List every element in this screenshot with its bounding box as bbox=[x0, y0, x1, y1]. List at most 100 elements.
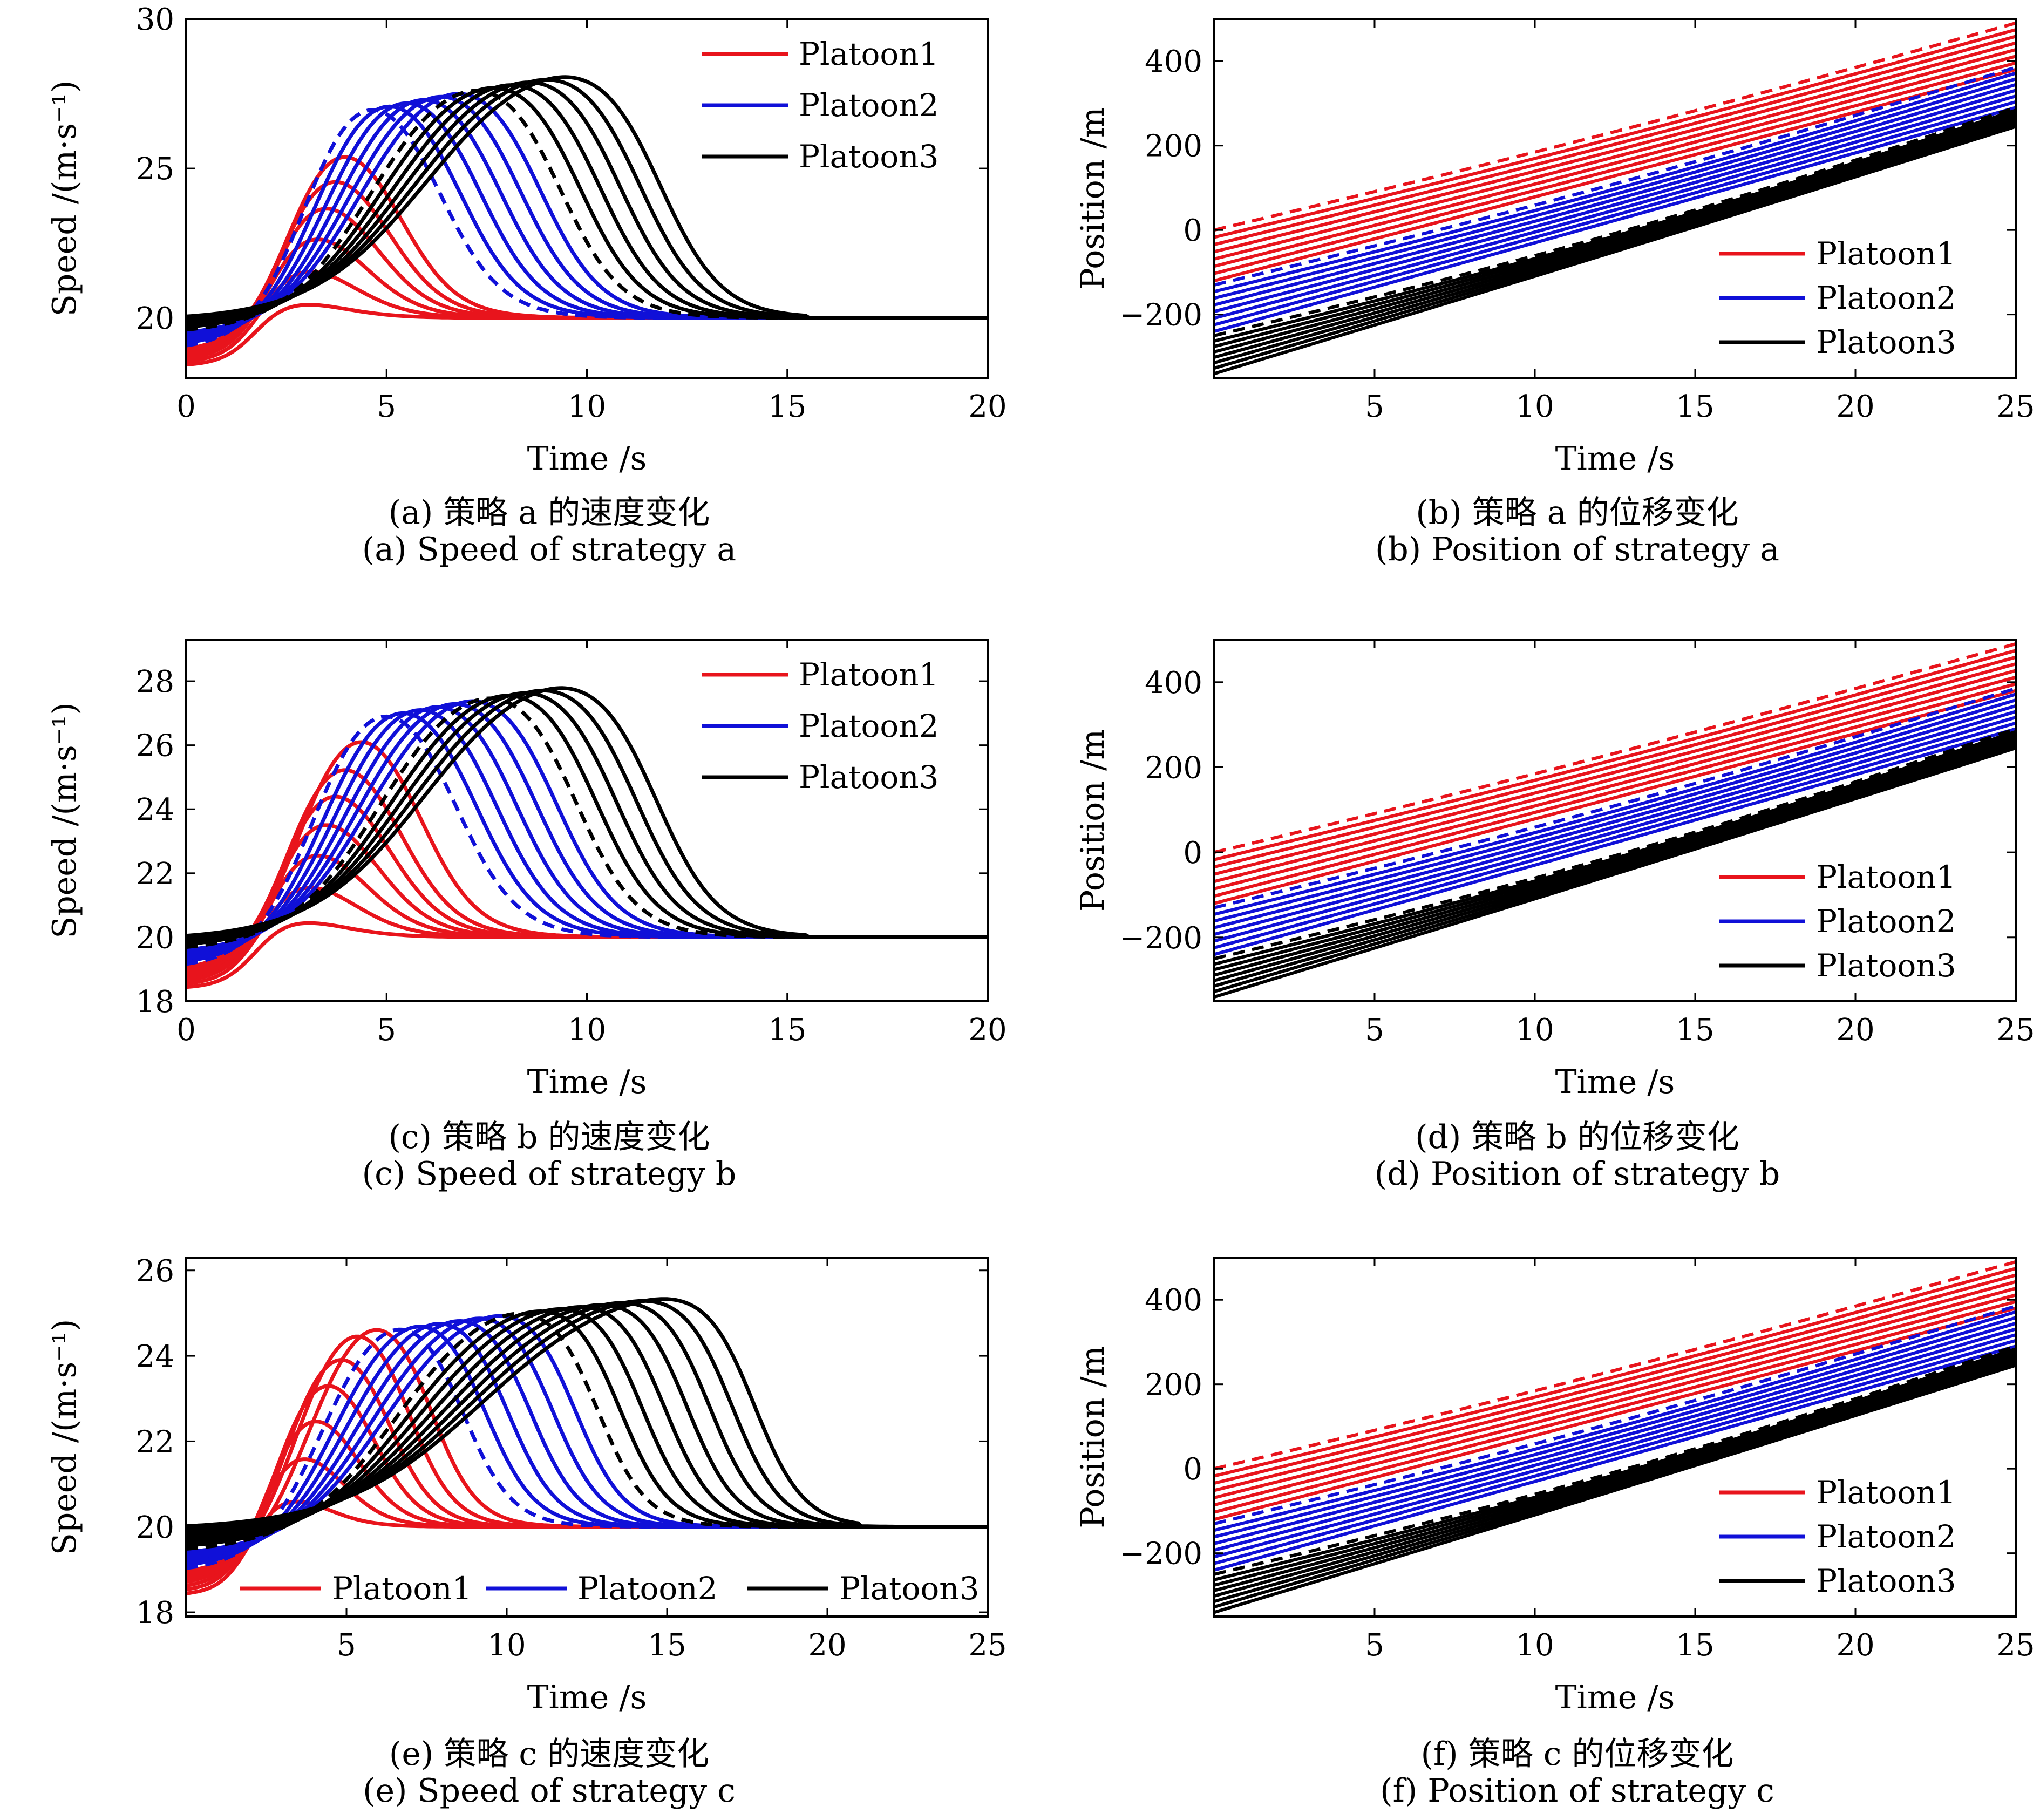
legend-label-platoon2: Platoon2 bbox=[1816, 280, 1956, 316]
plot-area-d bbox=[1214, 642, 2016, 999]
series-line-platoon3 bbox=[1214, 746, 2016, 999]
series-line-platoon1 bbox=[1214, 649, 2016, 861]
series-line-platoon3 bbox=[1214, 108, 2016, 343]
series-line-platoon1 bbox=[1214, 41, 2016, 254]
series-line-platoon1 bbox=[1214, 61, 2016, 275]
series-line-platoon1 bbox=[1214, 35, 2016, 246]
y-tick-label: 20 bbox=[136, 920, 174, 955]
caption-en: (a) Speed of strategy a bbox=[362, 531, 736, 568]
series-line-platoon1 bbox=[1214, 682, 2016, 898]
y-tick-label: −200 bbox=[1119, 298, 1202, 333]
x-axis-label: Time /s bbox=[527, 440, 647, 478]
y-tick-label: 0 bbox=[1183, 1452, 1202, 1487]
x-axis-label: Time /s bbox=[527, 1679, 647, 1716]
x-tick-label: 10 bbox=[1515, 1628, 1554, 1663]
legend-label-platoon2: Platoon2 bbox=[1816, 1518, 1956, 1555]
caption-cn: (d) 策略 b 的位移变化 bbox=[1415, 1118, 1739, 1156]
plot-area-a bbox=[186, 75, 988, 366]
legend-label-platoon3: Platoon3 bbox=[1816, 947, 1956, 984]
series-line-platoon1 bbox=[1214, 1280, 2016, 1492]
panel-f: 5 10 15 20 25 −200 0 200 400 Time /s Position /m Pl… bbox=[1074, 1257, 2035, 1810]
x-tick-label: 20 bbox=[968, 389, 1007, 424]
caption-cn: (c) 策略 b 的速度变化 bbox=[388, 1118, 710, 1156]
axes-frame bbox=[1213, 1257, 2017, 1618]
series-line-platoon1 bbox=[1214, 1306, 2016, 1522]
series-line-platoon1 bbox=[1214, 1300, 2016, 1514]
y-axis-label: Position /m bbox=[1074, 1346, 1112, 1528]
series-line-platoon2 bbox=[1214, 710, 2016, 936]
legend-label-platoon2: Platoon2 bbox=[799, 87, 939, 124]
series-line-platoon2 bbox=[186, 1325, 988, 1567]
legend-label-platoon3: Platoon3 bbox=[799, 759, 939, 796]
panel-a: 0 5 10 15 20 20 25 30 Time /s Speed /(m·s⁻¹) Plato… bbox=[46, 2, 1007, 568]
series-line-platoon2 bbox=[1214, 1339, 2016, 1565]
plot-area-b bbox=[1214, 21, 2016, 376]
panel-b: 5 10 15 20 25 −200 0 200 400 Time /s Position /m Pl… bbox=[1074, 18, 2035, 568]
x-tick-label: 10 bbox=[568, 389, 606, 424]
plot-area-c bbox=[186, 686, 988, 989]
x-tick-label: 10 bbox=[1515, 1013, 1554, 1048]
series-line-platoon1 bbox=[1214, 675, 2016, 891]
series-line-platoon3 bbox=[186, 686, 988, 939]
axes-frame bbox=[1213, 18, 2017, 379]
legend-label-platoon3: Platoon3 bbox=[1816, 1563, 1956, 1599]
x-tick-label: 10 bbox=[487, 1628, 526, 1663]
x-tick-label: 15 bbox=[1676, 1013, 1714, 1048]
y-tick-label: 0 bbox=[1183, 836, 1202, 871]
x-tick-label: 15 bbox=[768, 389, 806, 424]
legend-label-platoon1: Platoon1 bbox=[332, 1570, 472, 1607]
series-line-platoon3 bbox=[1214, 1344, 2016, 1576]
y-tick-label: 18 bbox=[136, 984, 174, 1020]
series-line-platoon2 bbox=[186, 1327, 988, 1570]
series-line-platoon2 bbox=[1214, 66, 2016, 287]
series-line-platoon1 bbox=[1214, 1293, 2016, 1507]
series-line-platoon2 bbox=[1214, 687, 2016, 909]
series-line-platoon2 bbox=[186, 92, 988, 335]
series-line-platoon2 bbox=[1214, 83, 2016, 307]
x-tick-label: 20 bbox=[1836, 389, 1874, 424]
series-line-platoon3 bbox=[1214, 106, 2016, 337]
legend-label-platoon1: Platoon1 bbox=[1816, 235, 1956, 272]
caption-en: (d) Position of strategy b bbox=[1375, 1155, 1780, 1193]
series-line-platoon2 bbox=[1214, 106, 2016, 333]
y-tick-label: 400 bbox=[1145, 44, 1202, 79]
legend: Platoon1 Platoon2 Platoon3 bbox=[1719, 1474, 1956, 1599]
series-line-platoon3 bbox=[1214, 1361, 2016, 1608]
caption-cn: (e) 策略 c 的速度变化 bbox=[389, 1735, 709, 1773]
x-tick-label: 15 bbox=[648, 1628, 686, 1663]
caption-en: (b) Position of strategy a bbox=[1375, 531, 1779, 568]
series-line-platoon2 bbox=[1214, 71, 2016, 294]
series-line-platoon2 bbox=[1214, 704, 2016, 929]
series-line-platoon1 bbox=[186, 1358, 988, 1580]
series-line-platoon1 bbox=[1214, 689, 2016, 905]
series-line-platoon1 bbox=[186, 1328, 988, 1573]
series-line-platoon3 bbox=[1214, 738, 2016, 982]
x-tick-label: 5 bbox=[1365, 389, 1384, 424]
legend-label-platoon2: Platoon2 bbox=[577, 1570, 718, 1607]
y-tick-label: 200 bbox=[1145, 129, 1202, 164]
plot-area-f bbox=[1214, 1260, 2016, 1614]
x-tick-label: 15 bbox=[1676, 389, 1714, 424]
legend-label-platoon1: Platoon1 bbox=[1816, 1474, 1956, 1511]
legend: Platoon1 Platoon2 Platoon3 bbox=[1719, 859, 1956, 984]
axes-frame bbox=[1213, 639, 2017, 1002]
series-line-platoon3 bbox=[186, 1312, 988, 1551]
y-axis-label: Speed /(m·s⁻¹) bbox=[46, 80, 84, 317]
series-line-platoon1 bbox=[1214, 1287, 2016, 1499]
legend: Platoon1 Platoon2 Platoon3 bbox=[702, 36, 939, 175]
x-tick-label: 25 bbox=[1996, 1628, 2035, 1663]
y-tick-label: 400 bbox=[1145, 665, 1202, 701]
y-axis-label: Speed /(m·s⁻¹) bbox=[46, 1319, 84, 1556]
y-axis-label: Position /m bbox=[1074, 729, 1112, 912]
x-tick-label: 10 bbox=[1515, 389, 1554, 424]
plot-area-e bbox=[186, 1297, 988, 1595]
x-tick-label: 0 bbox=[176, 389, 196, 424]
series-line-platoon3 bbox=[186, 1297, 988, 1529]
panel-c: 0 5 10 15 20 18 20 22 24 26 28 Time /s Speed /(m·s⁻¹… bbox=[46, 639, 1007, 1193]
series-line-platoon3 bbox=[1214, 111, 2016, 348]
x-tick-label: 20 bbox=[1836, 1013, 1874, 1048]
series-line-platoon3 bbox=[1214, 1355, 2016, 1598]
legend-label-platoon3: Platoon3 bbox=[799, 138, 939, 175]
legend-label-platoon1: Platoon1 bbox=[799, 656, 939, 693]
